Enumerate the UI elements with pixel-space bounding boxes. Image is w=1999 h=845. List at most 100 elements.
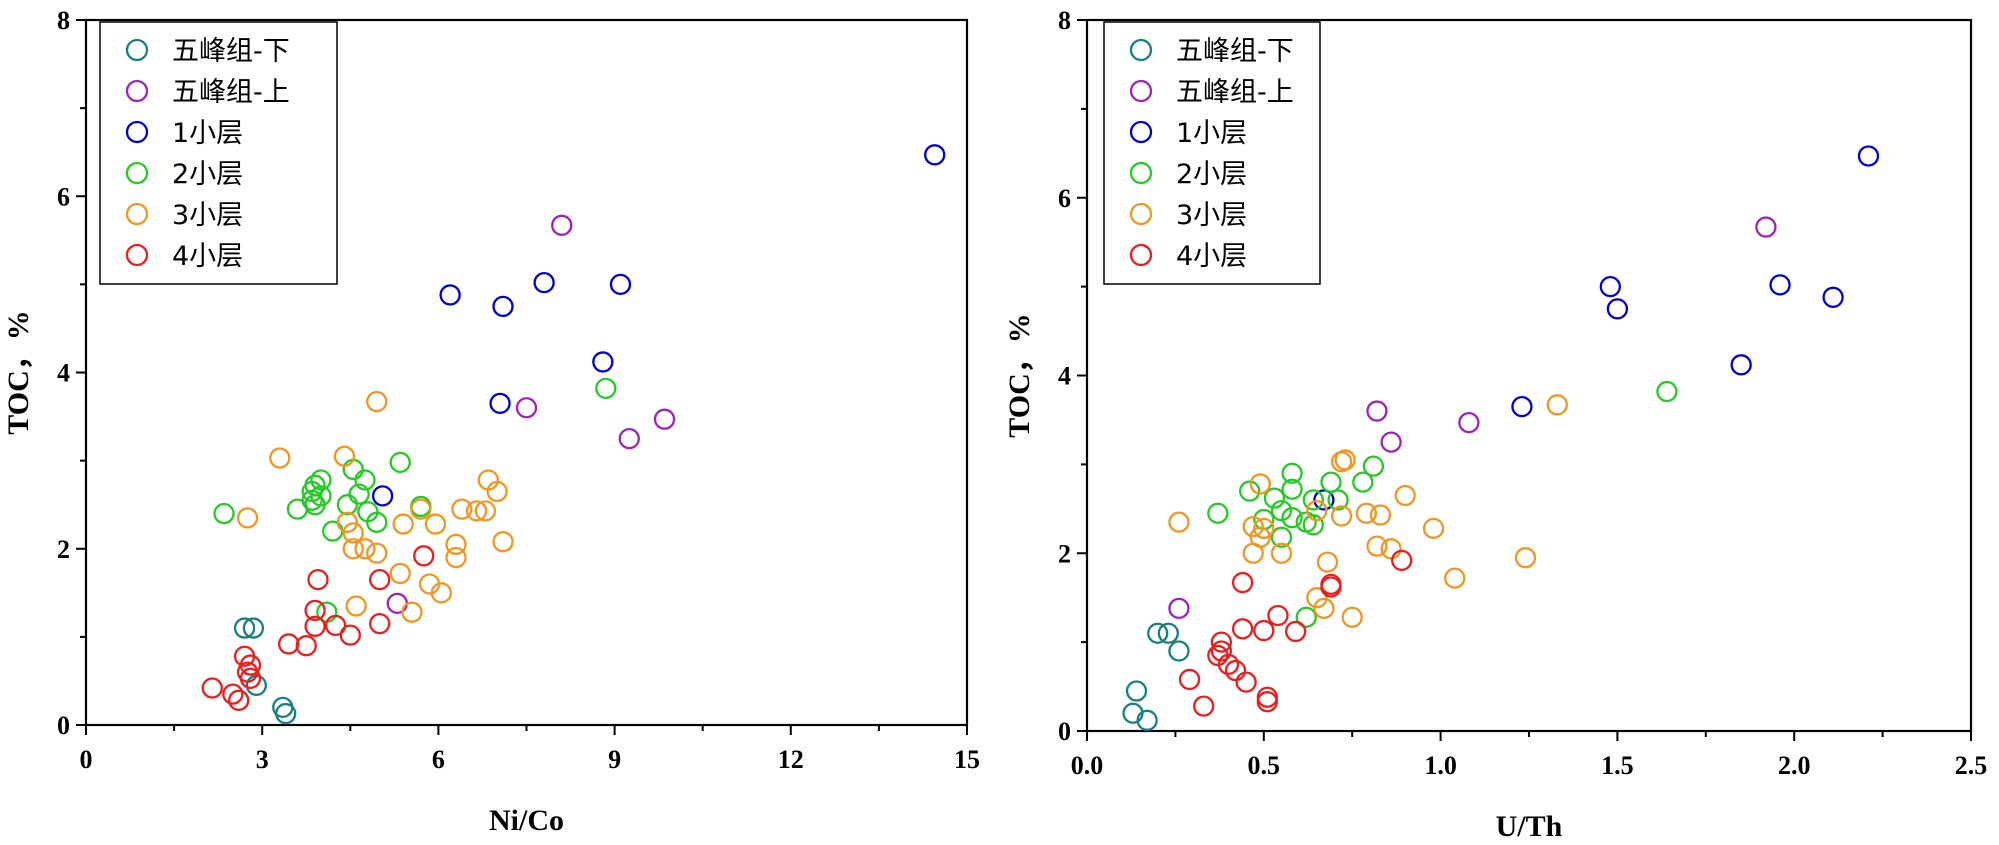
- data-point: [1136, 709, 1158, 731]
- data-point: [1380, 431, 1402, 453]
- data-point: [1253, 619, 1275, 642]
- data-point: [1168, 511, 1190, 533]
- data-point: [1281, 478, 1303, 500]
- data-point: [1242, 515, 1264, 538]
- data-point: [1253, 517, 1275, 540]
- data-point: [354, 538, 376, 560]
- data-point: [1235, 671, 1257, 693]
- data-point: [1755, 216, 1777, 238]
- legend-marker: [125, 161, 149, 185]
- data-point: [1606, 298, 1629, 320]
- data-point: [366, 390, 388, 413]
- data-point: [1168, 640, 1190, 662]
- x-tick-label: 15: [954, 745, 980, 774]
- data-point: [342, 538, 364, 560]
- data-point: [1281, 507, 1303, 529]
- data-point: [342, 458, 364, 481]
- data-point: [1369, 504, 1392, 526]
- data-point: [236, 507, 259, 529]
- data-point: [413, 545, 435, 567]
- data-point: [1125, 680, 1148, 702]
- data-point: [1270, 542, 1293, 564]
- y-tick-label: 0: [1058, 717, 1071, 746]
- data-point: [322, 520, 344, 542]
- x-tick-label: 1.5: [1601, 751, 1634, 780]
- data-point: [492, 531, 514, 553]
- x-tick-label: 0.0: [1071, 751, 1104, 780]
- data-point: [286, 498, 309, 520]
- data-point: [345, 595, 367, 617]
- data-point: [304, 599, 326, 622]
- data-point: [410, 498, 432, 520]
- y-tick-label: 8: [1058, 6, 1071, 35]
- legend-label: 3小层: [172, 200, 243, 231]
- data-point: [1284, 620, 1307, 643]
- y-tick-label: 6: [1058, 184, 1071, 213]
- data-point: [1391, 549, 1413, 572]
- legend-marker: [125, 120, 149, 144]
- legend-box: [99, 21, 338, 285]
- y-tick-label: 4: [1058, 362, 1071, 391]
- legend-marker: [1129, 161, 1153, 185]
- data-point: [1352, 471, 1374, 493]
- y-axis-title: TOC，%: [2, 310, 35, 434]
- data-point: [1320, 576, 1342, 598]
- data-point: [242, 617, 265, 639]
- data-point: [1730, 354, 1752, 376]
- data-point: [369, 568, 391, 591]
- x-tick-label: 9: [608, 745, 621, 774]
- data-point: [1207, 502, 1229, 524]
- legend-label: 3小层: [1176, 200, 1247, 231]
- data-point: [1302, 514, 1324, 536]
- data-point: [239, 667, 262, 689]
- data-point: [489, 392, 511, 414]
- x-tick-label: 3: [256, 745, 269, 774]
- y-tick-label: 4: [57, 359, 70, 388]
- data-point: [1546, 394, 1568, 416]
- data-point: [1249, 473, 1271, 495]
- data-point: [486, 480, 508, 503]
- data-point: [269, 447, 291, 469]
- data-point: [1330, 505, 1353, 527]
- data-point: [492, 295, 514, 318]
- x-tick-label: 6: [432, 745, 445, 774]
- data-point: [1313, 597, 1335, 620]
- legend-marker: [1129, 243, 1153, 267]
- data-point: [439, 284, 461, 306]
- legend-marker: [1129, 120, 1153, 144]
- legend-label: 4小层: [1176, 241, 1247, 272]
- data-point: [304, 494, 326, 516]
- y-tick-label: 6: [57, 182, 70, 211]
- data-point: [1341, 606, 1363, 628]
- data-point: [1168, 597, 1190, 620]
- data-point: [1599, 275, 1621, 298]
- data-point: [304, 615, 326, 637]
- data-point: [515, 397, 538, 419]
- data-point: [592, 351, 614, 373]
- data-point: [336, 511, 359, 533]
- legend-label: 4小层: [172, 241, 243, 272]
- data-point: [1366, 400, 1388, 422]
- legend-marker: [1129, 202, 1153, 226]
- data-point: [1334, 449, 1356, 471]
- legend-marker: [125, 243, 149, 267]
- data-point: [324, 614, 347, 637]
- y-axis-title: TOC，%: [1003, 313, 1036, 437]
- data-point: [354, 469, 376, 491]
- data-point: [333, 445, 356, 467]
- data-point: [386, 592, 408, 615]
- data-point: [1295, 606, 1317, 628]
- data-point: [474, 500, 497, 522]
- data-point: [201, 677, 223, 699]
- data-point: [1157, 622, 1179, 644]
- data-point: [392, 513, 414, 535]
- data-point: [1320, 471, 1342, 493]
- data-point: [465, 500, 488, 522]
- x-tick-label: 0: [80, 745, 93, 774]
- data-point: [1769, 274, 1791, 296]
- data-point: [339, 624, 361, 646]
- data-point: [307, 568, 329, 591]
- data-point: [295, 635, 317, 657]
- data-point: [1511, 395, 1533, 418]
